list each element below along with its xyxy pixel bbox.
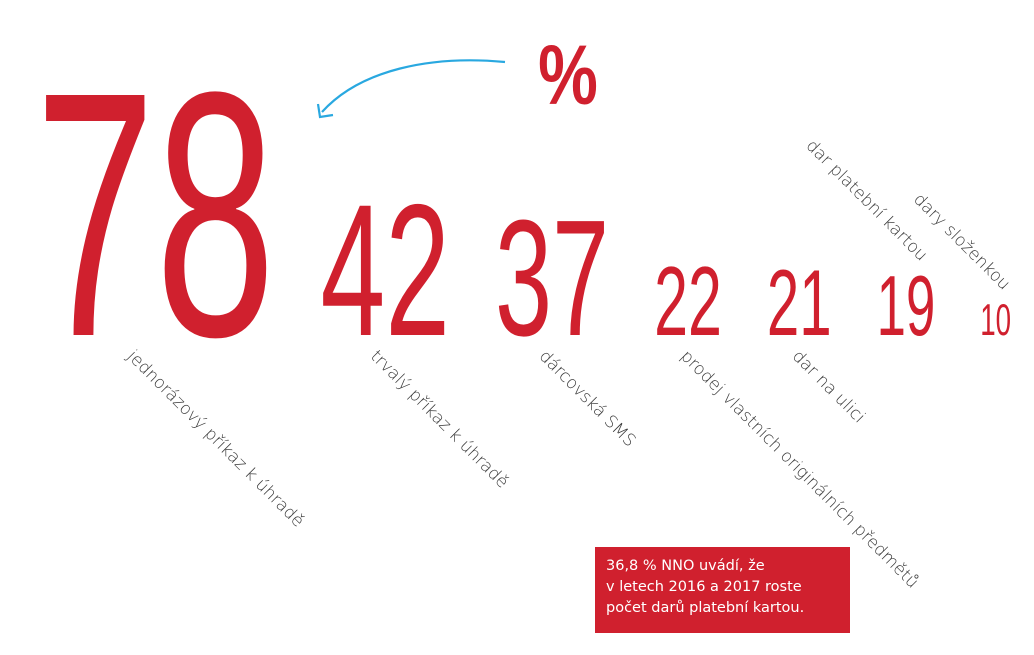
note-line: 36,8 % NNO uvádí, že	[606, 558, 765, 574]
value-number: 22	[654, 247, 722, 356]
arrow	[321, 59, 506, 113]
value-number: 10	[980, 294, 1011, 344]
category-label: dar na ulici	[788, 346, 869, 427]
value-number: 37	[495, 186, 609, 371]
arrowhead	[316, 103, 334, 119]
note-box	[595, 547, 850, 633]
value-number: 42	[320, 167, 450, 376]
value-number: 21	[767, 250, 832, 356]
note-line: v letech 2016 a 2017 roste	[606, 579, 802, 595]
note-line: počet darů platební kartou.	[606, 600, 804, 616]
value-number: 78	[35, 19, 276, 410]
unit-annotation: %	[538, 29, 598, 123]
value-number: 19	[877, 258, 936, 353]
